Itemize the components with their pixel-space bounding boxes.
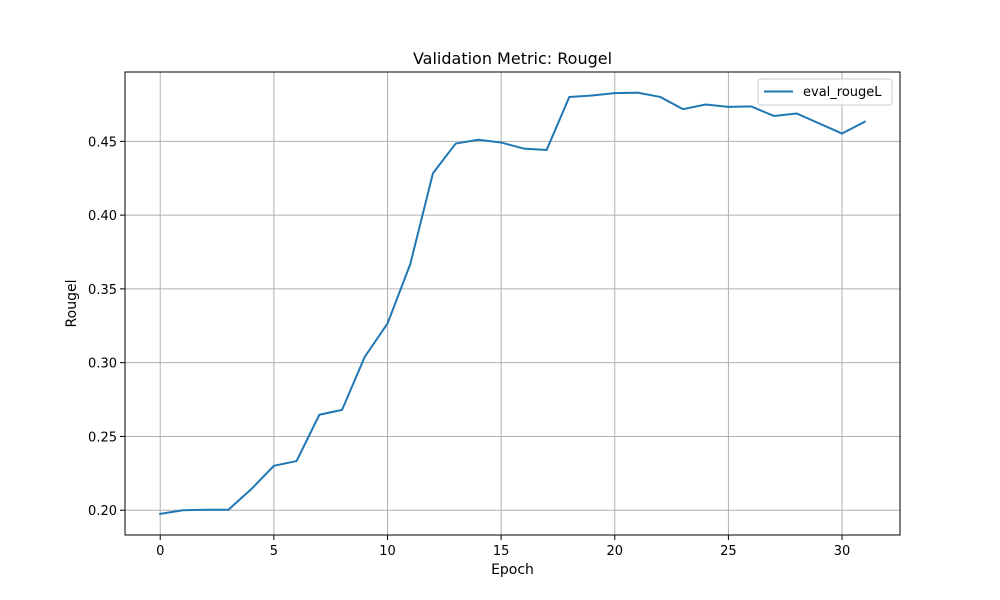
series-line-eval_rougeL xyxy=(159,91,867,516)
legend-label: eval_rougeL xyxy=(803,85,882,100)
x-tick-label: 20 xyxy=(606,544,623,559)
y-tick-label: 0.25 xyxy=(88,430,117,445)
y-tick-label: 0.45 xyxy=(88,135,117,150)
legend-box xyxy=(757,78,893,106)
x-tick-label: 15 xyxy=(493,544,510,559)
y-tick-label: 0.20 xyxy=(88,504,117,519)
x-axis-label: Epoch xyxy=(491,562,534,578)
grid xyxy=(125,72,900,535)
y-tick-label: 0.30 xyxy=(88,357,117,372)
plot-area xyxy=(125,72,900,535)
legend: eval_rougeL xyxy=(757,78,893,106)
x-axis-ticks: 0 5 10 15 20 25 30 xyxy=(156,535,850,559)
plot-frame xyxy=(124,71,901,536)
x-tick-label: 5 xyxy=(270,544,278,559)
y-axis-label: Rougel xyxy=(64,280,80,328)
y-tick-label: 0.35 xyxy=(88,283,117,298)
series-lines xyxy=(159,91,867,516)
x-tick-label: 0 xyxy=(156,544,164,559)
x-tick-label: 10 xyxy=(379,544,396,559)
y-tick-label: 0.40 xyxy=(88,209,117,224)
chart-title: Validation Metric: Rougel xyxy=(413,49,612,68)
x-tick-label: 25 xyxy=(720,544,737,559)
y-axis-ticks: 0.20 0.25 0.30 0.35 0.40 0.45 xyxy=(88,135,125,519)
x-tick-label: 30 xyxy=(834,544,851,559)
